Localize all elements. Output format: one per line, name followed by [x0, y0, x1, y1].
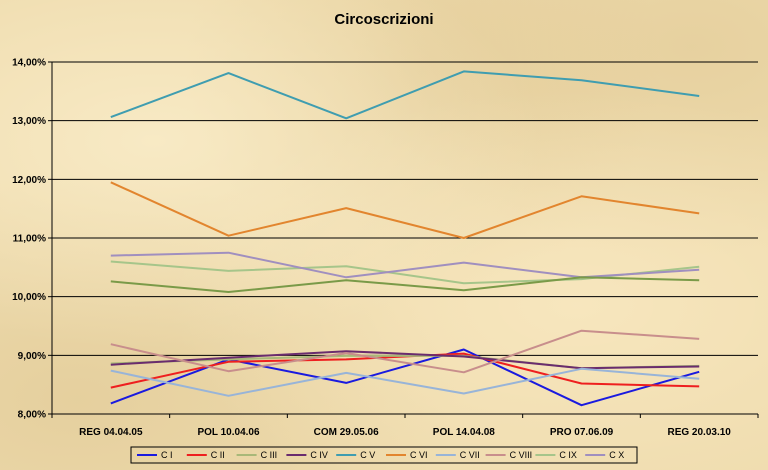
- series-line: [110, 329, 700, 374]
- legend-label: C VII: [460, 450, 480, 460]
- series-line: [110, 348, 700, 407]
- x-category-label: POL 10.04.06: [197, 427, 260, 438]
- legend-label: C III: [261, 450, 278, 460]
- series-lines: [110, 70, 700, 407]
- legend-label: C X: [609, 450, 624, 460]
- legend: C I C II C III C IV C V C VI C VII C VIII C IX C …: [130, 446, 638, 464]
- y-tick-label: 10,00%: [12, 292, 46, 303]
- x-category-label: COM 29.05.06: [314, 427, 379, 438]
- series-line: [110, 276, 700, 293]
- y-tick-label: 12,00%: [12, 175, 46, 186]
- chart-title: Circoscrizioni: [334, 11, 433, 28]
- y-tick-label: 9,00%: [18, 351, 46, 362]
- series-line: [110, 251, 700, 279]
- legend-box: [130, 446, 638, 464]
- legend-label: C I: [161, 450, 173, 460]
- x-category-label: REG 20.03.10: [667, 427, 731, 438]
- y-tick-label: 11,00%: [13, 234, 46, 245]
- series-line: [110, 350, 700, 370]
- series-line: [110, 367, 700, 397]
- legend-label: C VIII: [510, 450, 533, 460]
- legend-label: C VI: [410, 450, 428, 460]
- legend-label: C IX: [559, 450, 577, 460]
- series-line: [110, 70, 700, 120]
- series-line: [110, 260, 700, 285]
- legend-label: C V: [360, 450, 375, 460]
- y-tick-label: 14,00%: [12, 58, 46, 69]
- x-category-label: PRO 07.06.09: [550, 427, 614, 438]
- x-category-label: REG 04.04.05: [79, 427, 143, 438]
- axes: 8,00% 9,00% 10,00% 11,00% 12,00% 13,00% 14,00%…: [12, 58, 759, 438]
- x-category-label: POL 14.04.08: [433, 427, 496, 438]
- legend-label: C II: [211, 450, 225, 460]
- gridlines: [52, 61, 758, 415]
- y-tick-label: 13,00%: [12, 116, 46, 127]
- y-tick-label: 8,00%: [18, 410, 46, 421]
- series-line: [110, 181, 700, 239]
- legend-label: C IV: [310, 450, 328, 460]
